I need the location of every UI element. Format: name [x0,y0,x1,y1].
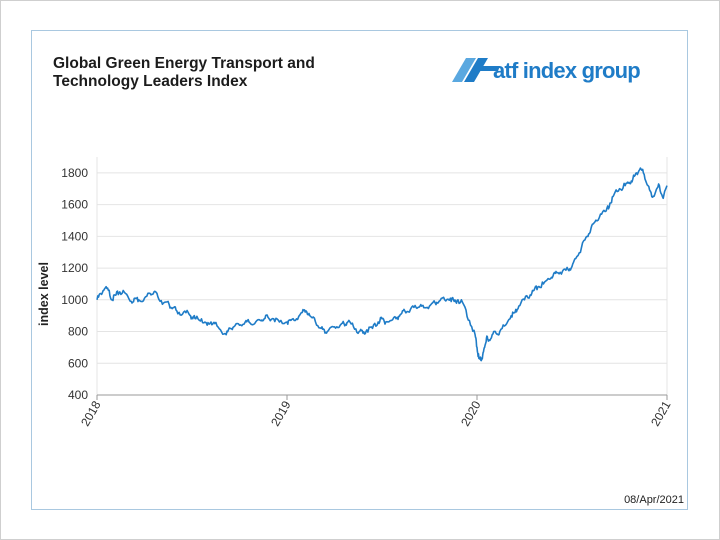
x-tick-label: 2021 [648,398,674,428]
x-tick-group: 2021 [648,398,674,428]
line-layer [96,167,668,362]
logo-mark-icon [452,58,500,82]
y-tick-label: 1600 [61,198,88,212]
y-tick-label: 1000 [61,293,88,307]
label-layer: 400 600 800 1000 1200 1400 1600 1800 2018 2019 202… [37,166,674,429]
x-tick-label: 2018 [78,398,104,428]
y-tick-label: 1400 [61,229,88,243]
x-tick-group: 2018 [78,398,104,428]
y-tick-label: 1800 [61,166,88,180]
x-tick-label: 2020 [458,398,484,428]
y-tick-label: 1200 [61,261,88,275]
x-tick-group: 2020 [458,398,484,428]
x-tick-label: 2019 [268,398,294,428]
chart-title: Global Green Energy Transport and Techno… [53,55,393,91]
date-stamp: 08/Apr/2021 [624,494,684,506]
y-tick-label: 800 [68,325,88,339]
y-tick-label: 400 [68,388,88,402]
axis-layer [96,394,668,400]
grid-layer [96,157,668,395]
logo-text: atf index group [493,58,640,83]
y-axis-label: index level [37,262,51,326]
chart-card [31,30,688,510]
series-line [96,167,668,362]
y-tick-label: 600 [68,356,88,370]
x-tick-group: 2019 [268,398,294,428]
atf-logo: atf index group [452,58,641,83]
title-line-1: Global Green Energy Transport and [53,55,315,72]
title-line-2: Technology Leaders Index [53,73,248,90]
